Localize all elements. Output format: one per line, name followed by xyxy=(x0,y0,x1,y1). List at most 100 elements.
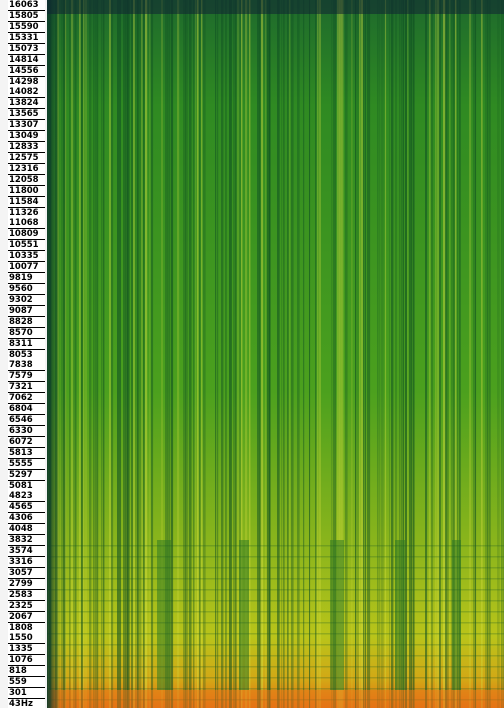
spectrum-stripe xyxy=(93,0,95,708)
spectrum-stripe xyxy=(233,0,236,708)
spectrum-stripe xyxy=(283,0,285,708)
frequency-label: 3316 xyxy=(8,557,45,568)
spectrum-stripe xyxy=(149,0,151,708)
spectrum-stripe xyxy=(75,0,77,708)
frequency-label: 11584 xyxy=(8,196,45,208)
spectrum-stripe xyxy=(443,0,446,708)
spectrum-stripe xyxy=(309,0,311,708)
frequency-label: 3574 xyxy=(8,546,45,558)
spectrum-stripe xyxy=(63,0,66,708)
spectrum-stripes xyxy=(47,0,504,708)
spectrum-stripe xyxy=(487,0,489,708)
spectrum-stripe xyxy=(65,0,67,708)
frequency-label: 2799 xyxy=(8,578,45,590)
spectrum-stripe xyxy=(485,0,488,708)
frequency-label: 12058 xyxy=(8,174,45,186)
spectrum-stripe xyxy=(69,0,71,708)
spectrum-stripe xyxy=(185,0,188,708)
frequency-axis: 16063 15805 15590 15331 15073 14814 14556 14298… xyxy=(0,0,47,708)
spectrum-stripe xyxy=(277,0,280,708)
spectrum-stripe xyxy=(161,0,164,708)
spectrum-stripe xyxy=(437,0,440,708)
spectrum-stripe xyxy=(431,0,434,708)
spectrum-stripe xyxy=(47,600,504,602)
spectrum-stripe xyxy=(47,688,504,690)
spectrum-stripe xyxy=(355,0,357,708)
spectrum-stripe xyxy=(111,0,114,708)
frequency-label: 5813 xyxy=(8,447,45,459)
spectrum-stripe xyxy=(361,0,364,708)
spectrum-stripe xyxy=(429,0,431,708)
spectrum-stripe xyxy=(119,0,122,708)
spectrum-stripe xyxy=(239,540,249,690)
frequency-label: 14556 xyxy=(8,65,45,77)
spectrum-stripe xyxy=(475,0,477,708)
frequency-label: 13824 xyxy=(8,98,45,110)
spectrum-stripe xyxy=(47,578,504,580)
spectrum-stripe xyxy=(473,0,476,708)
spectrum-stripe xyxy=(95,0,98,708)
spectrum-stripe xyxy=(269,0,271,708)
spectrum-stripe xyxy=(291,0,294,708)
frequency-label: 2325 xyxy=(8,600,45,612)
frequency-label: 9560 xyxy=(8,284,45,295)
spectrum-stripe xyxy=(399,0,401,708)
frequency-label: 6546 xyxy=(8,415,45,427)
frequency-label: 13565 xyxy=(8,109,45,121)
spectrum-stripe xyxy=(47,677,504,679)
spectrum-stripe xyxy=(81,0,83,708)
spectrum-stripe xyxy=(101,0,103,708)
spectrum-stripe xyxy=(445,0,448,708)
spectrum-stripe xyxy=(333,0,336,708)
spectrum-stripe xyxy=(47,655,504,657)
spectrum-stripe xyxy=(137,0,139,708)
frequency-label: 5555 xyxy=(8,458,45,470)
spectrum-stripe xyxy=(221,0,224,708)
spectrum-stripe xyxy=(47,589,504,591)
spectrum-stripe xyxy=(357,0,359,708)
spectrum-stripe xyxy=(469,0,472,708)
spectrogram xyxy=(47,0,504,708)
spectrum-stripe xyxy=(425,0,428,708)
frequency-label: 5081 xyxy=(8,480,45,492)
spectrum-stripe xyxy=(409,0,412,708)
spectrum-stripe xyxy=(481,0,483,708)
spectrum-stripe xyxy=(189,0,192,708)
frequency-label: 14814 xyxy=(8,54,45,66)
spectrum-stripe xyxy=(47,690,504,708)
spectrum-stripe xyxy=(389,0,391,708)
frequency-label: 1335 xyxy=(8,644,45,656)
frequency-label: 8828 xyxy=(8,316,45,328)
spectrum-stripe xyxy=(341,0,344,708)
spectrum-stripe xyxy=(315,0,317,708)
spectrum-stripe xyxy=(330,540,344,690)
spectrum-stripe xyxy=(407,0,409,708)
spectrum-stripe xyxy=(381,0,384,708)
spectrum-stripe xyxy=(339,0,342,708)
frequency-label: 301 xyxy=(8,688,45,700)
spectrum-stripe xyxy=(171,0,174,708)
frequency-label: 1550 xyxy=(8,633,45,645)
spectrum-stripe xyxy=(287,0,289,708)
frequency-label: 7321 xyxy=(8,382,45,394)
spectrum-stripe xyxy=(331,0,333,708)
frequency-label: 15590 xyxy=(8,21,45,33)
spectrum-stripe xyxy=(203,0,206,708)
spectrum-stripe xyxy=(139,0,142,708)
spectrum-stripe xyxy=(183,0,186,708)
spectrum-stripe xyxy=(317,0,319,708)
spectrum-stripe xyxy=(195,0,197,708)
spectrum-stripe xyxy=(297,0,300,708)
spectrum-stripe xyxy=(319,0,322,708)
frequency-label: 16063 xyxy=(8,0,45,12)
spectrum-stripe xyxy=(337,0,340,708)
frequency-label: 12575 xyxy=(8,152,45,164)
spectrum-stripe xyxy=(157,540,171,690)
frequency-label: 1808 xyxy=(8,622,45,634)
spectrum-stripe xyxy=(359,0,361,708)
spectrum-stripe xyxy=(379,0,381,708)
spectrum-stripe xyxy=(143,0,145,708)
frequency-label: 15805 xyxy=(8,11,45,22)
frequency-label: 2067 xyxy=(8,611,45,623)
